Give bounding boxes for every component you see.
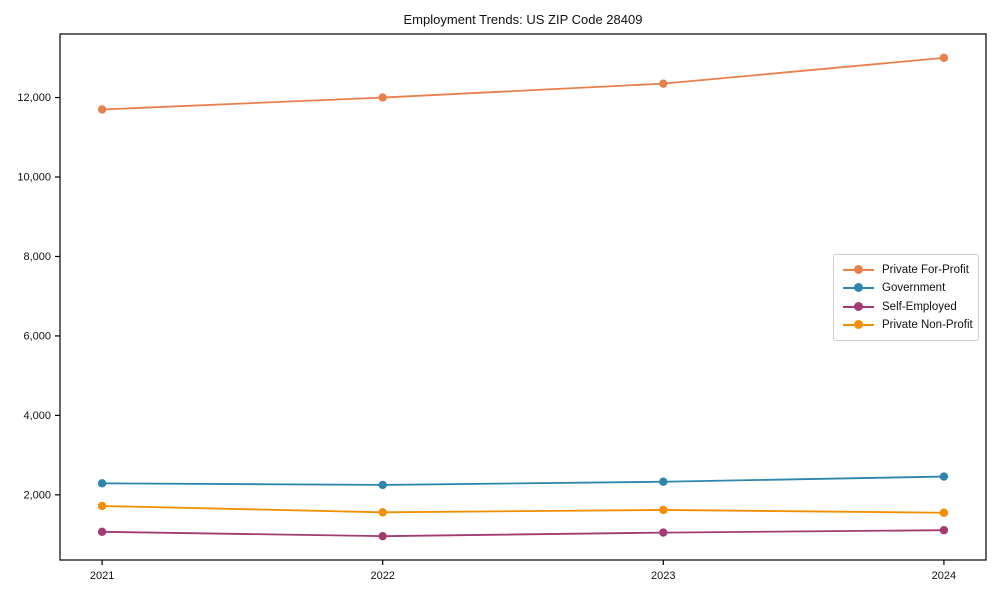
x-tick-label: 2024 bbox=[932, 570, 956, 582]
y-tick-label: 2,000 bbox=[23, 489, 51, 501]
series-line bbox=[102, 505, 944, 514]
data-point-marker bbox=[97, 105, 107, 114]
data-point-marker bbox=[97, 501, 107, 511]
data-point-marker bbox=[97, 527, 107, 536]
line-marker-icon bbox=[843, 265, 874, 275]
x-tick-label: 2022 bbox=[370, 570, 394, 582]
data-point-marker bbox=[378, 480, 387, 490]
data-point-marker bbox=[378, 508, 387, 517]
x-tick-label: 2021 bbox=[90, 570, 114, 582]
data-point-marker bbox=[939, 508, 949, 517]
y-tick-label: 12,000 bbox=[17, 92, 51, 104]
legend-dot-swatch bbox=[854, 301, 863, 311]
series-line bbox=[102, 56, 944, 111]
legend-item-private-non-profit: Private Non-Profit bbox=[843, 316, 973, 334]
axes-frame bbox=[59, 33, 987, 561]
line-marker-icon bbox=[843, 283, 874, 293]
data-point-marker bbox=[378, 93, 387, 102]
legend-label: Private For-Profit bbox=[882, 264, 969, 277]
x-tick-label: 2023 bbox=[651, 570, 675, 582]
legend-dot-swatch bbox=[854, 283, 863, 293]
data-point-marker bbox=[659, 79, 668, 88]
data-point-marker bbox=[659, 477, 668, 486]
data-point-marker bbox=[939, 53, 949, 63]
y-tick-label: 6,000 bbox=[23, 330, 51, 342]
legend-item-self-employed: Self-Employed bbox=[843, 298, 970, 316]
data-point-marker bbox=[939, 472, 949, 481]
series-line bbox=[102, 475, 944, 486]
data-point-marker bbox=[97, 479, 107, 488]
legend: Private For-Profit Government Self-Emplo… bbox=[833, 254, 979, 341]
legend-label: Government bbox=[882, 282, 946, 295]
legend-item-private-for-profit: Private For-Profit bbox=[843, 261, 970, 279]
y-tick-label: 4,000 bbox=[23, 410, 51, 422]
y-tick-label: 10,000 bbox=[17, 172, 51, 184]
data-point-marker bbox=[378, 531, 387, 541]
y-tick-label: 8,000 bbox=[23, 251, 51, 263]
data-point-marker bbox=[659, 528, 668, 537]
line-marker-icon bbox=[843, 319, 874, 330]
line-marker-icon bbox=[843, 301, 874, 312]
legend-item-government: Government bbox=[843, 279, 970, 297]
legend-dot-swatch bbox=[854, 265, 863, 275]
data-point-marker bbox=[939, 526, 949, 535]
legend-dot-swatch bbox=[854, 319, 863, 329]
legend-label: Private Non-Profit bbox=[882, 318, 973, 331]
series-line bbox=[102, 529, 944, 538]
chart-title: Employment Trends: US ZIP Code 28409 bbox=[403, 12, 643, 27]
legend-label: Self-Employed bbox=[882, 300, 957, 313]
data-point-marker bbox=[659, 505, 668, 515]
